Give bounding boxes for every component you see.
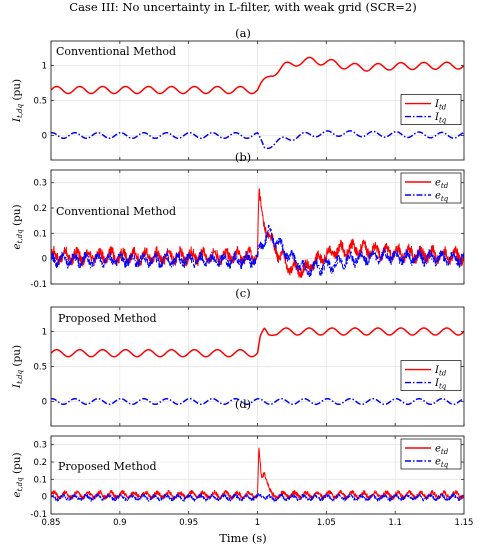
series-line-Itd (51, 56, 464, 95)
legend-entry: Itd (434, 365, 447, 378)
x-tick-label: 1 (255, 518, 260, 528)
panel-label: (c) (235, 286, 250, 300)
panel-2: -0.1 0 0.1 0.2 0.3 (b) Conventional Method et,d… (11, 150, 465, 290)
y-tick-label: -0.1 (30, 280, 47, 290)
x-tick-label: 0.95 (179, 518, 198, 528)
panel-annotation: Proposed Method (58, 460, 157, 473)
series-line-Itq (51, 397, 464, 406)
legend-entry: Itq (434, 112, 447, 125)
series-line-etq (51, 224, 464, 278)
panel-annotation: Conventional Method (56, 45, 176, 58)
panel-label: (a) (235, 26, 251, 40)
legend-entry: etd (435, 178, 449, 191)
x-tick-label: 1.1 (388, 518, 402, 528)
y-tick-label: 0.5 (33, 363, 47, 373)
legend-entry: etd (435, 444, 449, 457)
x-tick-label: 0.9 (113, 518, 127, 528)
series-line-Itq (51, 130, 464, 150)
y-tick-label: 0.1 (33, 229, 47, 239)
series-line-Itd (51, 327, 464, 358)
y-tick-label: 0.1 (33, 475, 47, 485)
x-axis-label: Time (s) (219, 531, 267, 545)
axes-box (50, 169, 465, 285)
y-tick-label: 1 (42, 62, 47, 72)
panel-1: 0 0.5 1 (a) Conventional Method It,dq (pu) Itd… (11, 26, 465, 161)
y-tick-label: 0 (42, 493, 47, 503)
legend-entry: etq (435, 191, 449, 204)
legend-entry: Itq (434, 378, 447, 391)
y-tick-label: 1 (42, 328, 47, 338)
y-axis-label: It,dq (pu) (11, 79, 24, 123)
y-tick-label: 0 (42, 398, 47, 408)
panel-annotation: Conventional Method (56, 205, 176, 218)
panel-label: (d) (235, 397, 251, 411)
axes-box (50, 306, 465, 427)
panel-4: 0.85 0.9 0.95 1 1.05 1.1 1.15 -0.1 0 0.1 0.2 0.3 (d)… (11, 397, 473, 528)
y-tick-label: -0.1 (30, 510, 47, 520)
y-tick-label: 0.2 (33, 458, 47, 468)
x-tick-label: 1.05 (317, 518, 336, 528)
legend-entry: Itd (434, 99, 447, 112)
y-tick-label: 0.2 (33, 204, 47, 214)
panel-annotation: Proposed Method (58, 312, 157, 325)
axes-box (50, 40, 465, 161)
figure-title: Case III: No uncertainty in L-filter, wi… (69, 0, 416, 14)
y-tick-label: 0.3 (33, 441, 47, 451)
y-tick-label: 0 (42, 255, 47, 265)
panel-label: (b) (235, 150, 251, 164)
y-axis-label: et,dq (pu) (11, 204, 24, 249)
y-axis-label: et,dq (pu) (11, 452, 24, 497)
y-tick-label: 0.3 (33, 179, 47, 189)
x-tick-label: 0.85 (42, 518, 61, 528)
legend-entry: etq (435, 457, 449, 470)
x-tick-label: 1.15 (455, 518, 474, 528)
axes-box (50, 435, 465, 515)
y-tick-label: 0.5 (33, 97, 47, 107)
y-tick-label: 0 (42, 132, 47, 142)
y-axis-label: It,dq (pu) (11, 345, 24, 389)
panels: 0 0.5 1 (a) Conventional Method It,dq (pu) Itd… (11, 26, 473, 528)
series-line-etq (51, 492, 464, 502)
